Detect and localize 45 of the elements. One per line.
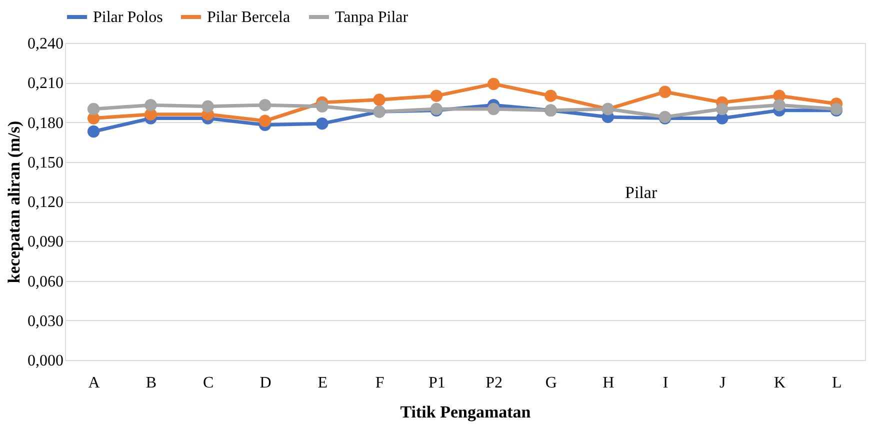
point [658, 86, 672, 98]
x-tick-label: J [720, 374, 726, 392]
x-axis-title: Titik Pengamatan [400, 402, 532, 422]
y-tick-label: 0,150 [28, 154, 64, 172]
point [87, 125, 100, 138]
y-tick-label: 0,030 [28, 312, 64, 330]
x-tick-label: B [146, 374, 157, 392]
x-tick-label: G [545, 374, 558, 392]
point [258, 98, 272, 112]
point [716, 102, 728, 116]
point [316, 117, 328, 130]
annotation: Pilar [625, 183, 658, 202]
y-tick-label: 0,090 [28, 234, 64, 251]
point [144, 98, 157, 112]
y-tick-label: 0,210 [28, 75, 64, 92]
legend-label: Pilar Polos [93, 9, 163, 26]
point [373, 94, 386, 106]
x-tick-label: F [375, 374, 384, 392]
point [487, 102, 500, 116]
point [430, 90, 443, 102]
point [544, 90, 557, 102]
y-tick-label: 0,240 [28, 36, 64, 52]
x-tick-label: L [832, 374, 842, 392]
x-tick-label: C [203, 374, 214, 392]
y-tick-label: 0,120 [28, 194, 64, 211]
x-tick-label: E [318, 374, 328, 392]
legend-label: Pilar Bercela [207, 9, 290, 26]
x-tick-label: P2 [486, 374, 503, 392]
y-axis-title: kecepatan aliran (m/s) [4, 120, 24, 284]
x-tick-label: H [602, 374, 615, 392]
x-tick-label: P1 [428, 374, 446, 392]
y-tick-label: 0,060 [28, 273, 64, 290]
y-tick-label: 0,180 [28, 114, 64, 132]
x-tick-label: I [662, 374, 668, 392]
y-tick-label: 0,000 [28, 352, 64, 370]
x-tick-label: K [774, 374, 786, 392]
point [258, 114, 272, 128]
point [487, 78, 500, 90]
legend-label: Tanpa Pilar [335, 9, 409, 26]
point [773, 98, 786, 112]
point [316, 100, 328, 113]
x-tick-label: D [260, 374, 272, 392]
x-tick-label: A [88, 374, 100, 392]
point [202, 100, 214, 113]
point [87, 102, 100, 116]
